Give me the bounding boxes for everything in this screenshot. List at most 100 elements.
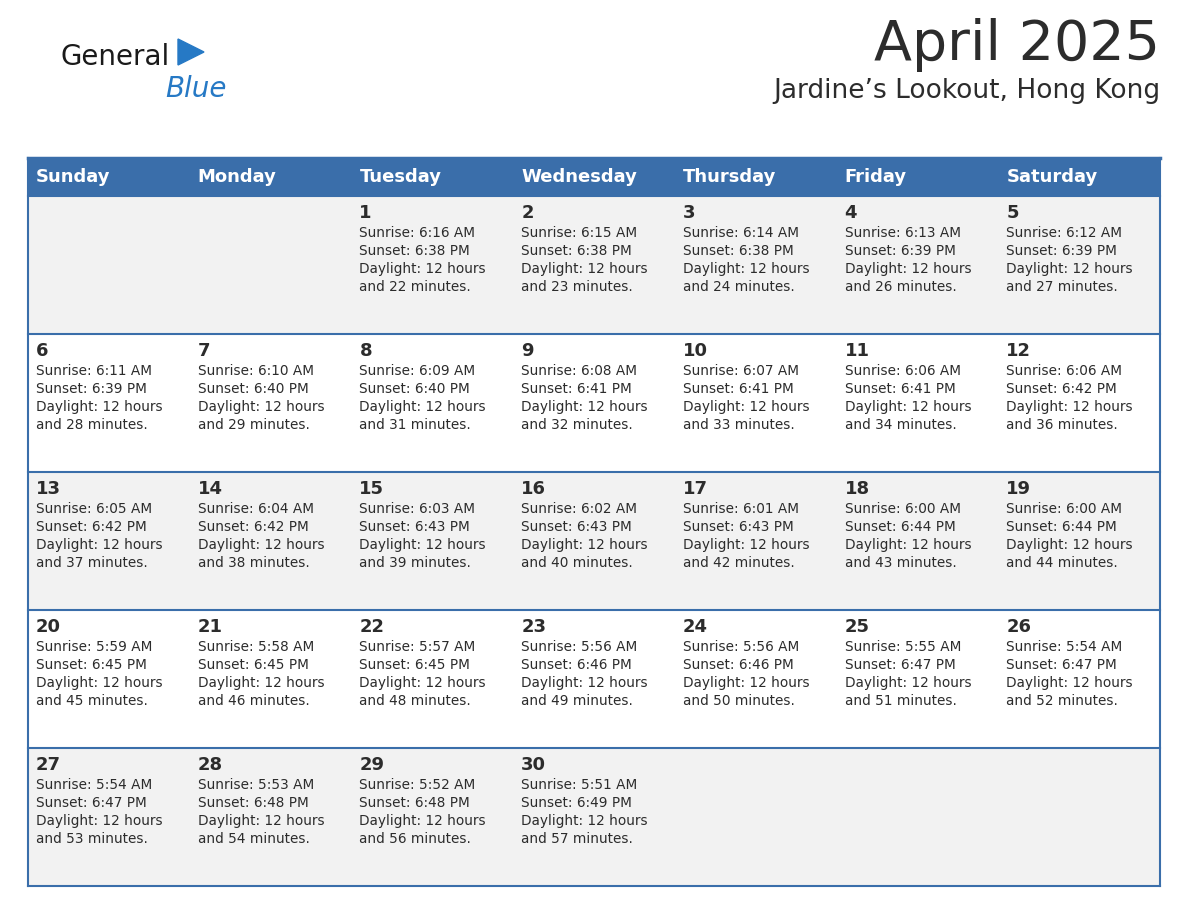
Text: Sunrise: 6:07 AM: Sunrise: 6:07 AM bbox=[683, 364, 798, 378]
Text: Daylight: 12 hours: Daylight: 12 hours bbox=[845, 676, 972, 690]
Text: and 37 minutes.: and 37 minutes. bbox=[36, 556, 147, 570]
Text: 1: 1 bbox=[360, 204, 372, 222]
Bar bbox=[998, 472, 1159, 610]
Text: Sunrise: 6:00 AM: Sunrise: 6:00 AM bbox=[1006, 502, 1123, 516]
Text: and 28 minutes.: and 28 minutes. bbox=[36, 418, 147, 432]
Text: Daylight: 12 hours: Daylight: 12 hours bbox=[522, 538, 647, 552]
Bar bbox=[513, 610, 675, 748]
Text: Sunrise: 6:06 AM: Sunrise: 6:06 AM bbox=[845, 364, 961, 378]
Text: 12: 12 bbox=[1006, 342, 1031, 360]
Text: Sunset: 6:47 PM: Sunset: 6:47 PM bbox=[1006, 658, 1117, 672]
Text: Sunrise: 5:56 AM: Sunrise: 5:56 AM bbox=[683, 640, 800, 654]
Bar bbox=[190, 748, 352, 886]
Text: Daylight: 12 hours: Daylight: 12 hours bbox=[683, 262, 809, 276]
Text: Sunset: 6:43 PM: Sunset: 6:43 PM bbox=[360, 520, 470, 534]
Text: Sunrise: 6:12 AM: Sunrise: 6:12 AM bbox=[1006, 226, 1123, 240]
Bar bbox=[29, 472, 190, 610]
Text: Sunrise: 6:02 AM: Sunrise: 6:02 AM bbox=[522, 502, 637, 516]
Text: Daylight: 12 hours: Daylight: 12 hours bbox=[360, 400, 486, 414]
Text: Daylight: 12 hours: Daylight: 12 hours bbox=[36, 400, 163, 414]
Text: Daylight: 12 hours: Daylight: 12 hours bbox=[36, 676, 163, 690]
Text: and 32 minutes.: and 32 minutes. bbox=[522, 418, 633, 432]
Bar bbox=[998, 610, 1159, 748]
Text: Daylight: 12 hours: Daylight: 12 hours bbox=[845, 538, 972, 552]
Text: 29: 29 bbox=[360, 756, 385, 774]
Bar bbox=[836, 610, 998, 748]
Text: Daylight: 12 hours: Daylight: 12 hours bbox=[845, 262, 972, 276]
Bar bbox=[836, 472, 998, 610]
Bar bbox=[836, 158, 998, 196]
Text: 13: 13 bbox=[36, 480, 61, 498]
Text: Sunset: 6:45 PM: Sunset: 6:45 PM bbox=[360, 658, 470, 672]
Text: Sunrise: 6:13 AM: Sunrise: 6:13 AM bbox=[845, 226, 961, 240]
Bar bbox=[836, 334, 998, 472]
Text: Sunrise: 5:55 AM: Sunrise: 5:55 AM bbox=[845, 640, 961, 654]
Text: Sunrise: 6:05 AM: Sunrise: 6:05 AM bbox=[36, 502, 152, 516]
Text: and 45 minutes.: and 45 minutes. bbox=[36, 694, 147, 708]
Text: Sunset: 6:41 PM: Sunset: 6:41 PM bbox=[683, 382, 794, 396]
Bar bbox=[352, 472, 513, 610]
Bar bbox=[190, 196, 352, 334]
Text: and 50 minutes.: and 50 minutes. bbox=[683, 694, 795, 708]
Text: 14: 14 bbox=[197, 480, 222, 498]
Text: 20: 20 bbox=[36, 618, 61, 636]
Text: and 53 minutes.: and 53 minutes. bbox=[36, 832, 147, 846]
Bar bbox=[836, 196, 998, 334]
Bar bbox=[513, 158, 675, 196]
Text: 10: 10 bbox=[683, 342, 708, 360]
Text: Sunrise: 5:57 AM: Sunrise: 5:57 AM bbox=[360, 640, 475, 654]
Text: Daylight: 12 hours: Daylight: 12 hours bbox=[845, 400, 972, 414]
Text: Daylight: 12 hours: Daylight: 12 hours bbox=[197, 814, 324, 828]
Text: Sunset: 6:41 PM: Sunset: 6:41 PM bbox=[845, 382, 955, 396]
Bar bbox=[352, 610, 513, 748]
Text: Daylight: 12 hours: Daylight: 12 hours bbox=[1006, 262, 1133, 276]
Text: 25: 25 bbox=[845, 618, 870, 636]
Text: and 23 minutes.: and 23 minutes. bbox=[522, 280, 633, 294]
Text: Sunrise: 6:11 AM: Sunrise: 6:11 AM bbox=[36, 364, 152, 378]
Text: Daylight: 12 hours: Daylight: 12 hours bbox=[522, 676, 647, 690]
Text: and 29 minutes.: and 29 minutes. bbox=[197, 418, 310, 432]
Text: Daylight: 12 hours: Daylight: 12 hours bbox=[522, 262, 647, 276]
Text: 19: 19 bbox=[1006, 480, 1031, 498]
Text: 17: 17 bbox=[683, 480, 708, 498]
Text: Wednesday: Wednesday bbox=[522, 168, 637, 186]
Text: Daylight: 12 hours: Daylight: 12 hours bbox=[1006, 676, 1133, 690]
Text: Blue: Blue bbox=[165, 75, 227, 103]
Text: Sunset: 6:45 PM: Sunset: 6:45 PM bbox=[36, 658, 147, 672]
Text: and 26 minutes.: and 26 minutes. bbox=[845, 280, 956, 294]
Text: Sunrise: 5:52 AM: Sunrise: 5:52 AM bbox=[360, 778, 475, 792]
Text: 26: 26 bbox=[1006, 618, 1031, 636]
Bar bbox=[836, 748, 998, 886]
Bar bbox=[190, 610, 352, 748]
Bar bbox=[675, 610, 836, 748]
Text: Sunrise: 5:53 AM: Sunrise: 5:53 AM bbox=[197, 778, 314, 792]
Bar bbox=[190, 334, 352, 472]
Text: Sunset: 6:38 PM: Sunset: 6:38 PM bbox=[522, 244, 632, 258]
Text: Sunrise: 5:59 AM: Sunrise: 5:59 AM bbox=[36, 640, 152, 654]
Bar bbox=[675, 196, 836, 334]
Text: Sunset: 6:46 PM: Sunset: 6:46 PM bbox=[522, 658, 632, 672]
Text: Sunrise: 5:56 AM: Sunrise: 5:56 AM bbox=[522, 640, 638, 654]
Text: Sunset: 6:41 PM: Sunset: 6:41 PM bbox=[522, 382, 632, 396]
Text: 30: 30 bbox=[522, 756, 546, 774]
Text: 16: 16 bbox=[522, 480, 546, 498]
Text: and 46 minutes.: and 46 minutes. bbox=[197, 694, 309, 708]
Text: and 38 minutes.: and 38 minutes. bbox=[197, 556, 309, 570]
Text: and 49 minutes.: and 49 minutes. bbox=[522, 694, 633, 708]
Text: Tuesday: Tuesday bbox=[360, 168, 442, 186]
Text: Sunset: 6:47 PM: Sunset: 6:47 PM bbox=[36, 796, 147, 810]
Text: Sunset: 6:43 PM: Sunset: 6:43 PM bbox=[522, 520, 632, 534]
Text: Daylight: 12 hours: Daylight: 12 hours bbox=[197, 538, 324, 552]
Text: 5: 5 bbox=[1006, 204, 1019, 222]
Text: Thursday: Thursday bbox=[683, 168, 776, 186]
Text: and 57 minutes.: and 57 minutes. bbox=[522, 832, 633, 846]
Text: Sunset: 6:48 PM: Sunset: 6:48 PM bbox=[197, 796, 309, 810]
Text: Sunrise: 6:06 AM: Sunrise: 6:06 AM bbox=[1006, 364, 1123, 378]
Text: and 39 minutes.: and 39 minutes. bbox=[360, 556, 472, 570]
Text: Sunrise: 6:14 AM: Sunrise: 6:14 AM bbox=[683, 226, 798, 240]
Text: Daylight: 12 hours: Daylight: 12 hours bbox=[197, 676, 324, 690]
Text: Sunrise: 5:54 AM: Sunrise: 5:54 AM bbox=[1006, 640, 1123, 654]
Text: Sunset: 6:40 PM: Sunset: 6:40 PM bbox=[197, 382, 309, 396]
Text: Sunrise: 6:09 AM: Sunrise: 6:09 AM bbox=[360, 364, 475, 378]
Text: Sunrise: 6:15 AM: Sunrise: 6:15 AM bbox=[522, 226, 637, 240]
